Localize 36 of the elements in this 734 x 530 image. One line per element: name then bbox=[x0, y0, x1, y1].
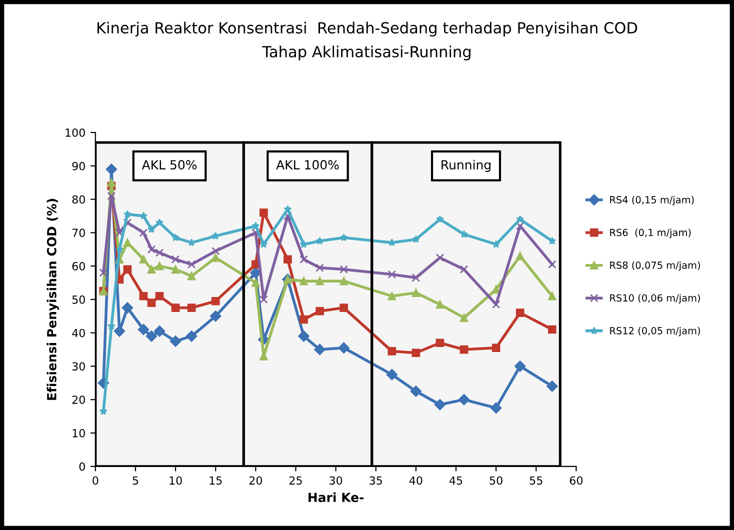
x-tick-label: 20 bbox=[249, 476, 262, 485]
y-tick-label: 40 bbox=[72, 328, 85, 338]
y-tick-label: 0 bbox=[79, 462, 85, 471]
legend-label: RS12 (0,05 m/jam) bbox=[610, 326, 700, 336]
chart-subtitle: Tahap Aklimatisasi-Running bbox=[262, 46, 470, 60]
y-tick-label: 20 bbox=[72, 396, 85, 404]
y-axis-title: Efisiensi Penyisihan COD (%) bbox=[46, 198, 59, 400]
x-tick-label: 35 bbox=[370, 476, 382, 485]
y-tick-label: 10 bbox=[72, 428, 85, 438]
y-tick-label: 30 bbox=[72, 362, 85, 371]
legend-label: RS4 (0,15 m/jam) bbox=[610, 196, 694, 206]
band-label: AKL 50% bbox=[142, 160, 197, 170]
legend-label: RS6 (0,1 m/jam) bbox=[610, 228, 691, 238]
y-tick-label: 70 bbox=[72, 228, 85, 238]
x-tick-label: 15 bbox=[210, 476, 222, 485]
x-tick-label: 40 bbox=[409, 476, 422, 485]
x-tick-label: 0 bbox=[92, 476, 98, 485]
legend-label: RS10 (0,06 m/jam) bbox=[610, 294, 700, 304]
y-tick-label: 90 bbox=[72, 162, 85, 170]
x-axis-title: Hari Ke- bbox=[308, 492, 364, 502]
x-tick-label: 10 bbox=[170, 476, 182, 485]
x-tick-label: 55 bbox=[530, 476, 542, 485]
band-label: AKL 100% bbox=[276, 160, 339, 170]
x-tick-label: 45 bbox=[449, 476, 462, 485]
x-tick-label: 50 bbox=[490, 476, 502, 485]
x-tick-label: 5 bbox=[132, 476, 138, 485]
band-label: Running bbox=[442, 160, 490, 172]
legend-label: RS8 (0,075 m/jam) bbox=[610, 261, 700, 271]
y-tick-label: 100 bbox=[66, 128, 85, 137]
y-tick-label: 80 bbox=[72, 195, 85, 204]
chart-title: Kinerja Reaktor Konsentrasi Rendah-Sedang terhadap Penyisihan COD bbox=[98, 22, 638, 37]
x-tick-label: 60 bbox=[570, 476, 583, 485]
y-tick-label: 50 bbox=[72, 295, 85, 304]
x-tick-label: 25 bbox=[289, 476, 302, 485]
y-tick-label: 60 bbox=[72, 262, 85, 270]
x-tick-label: 30 bbox=[330, 476, 342, 485]
